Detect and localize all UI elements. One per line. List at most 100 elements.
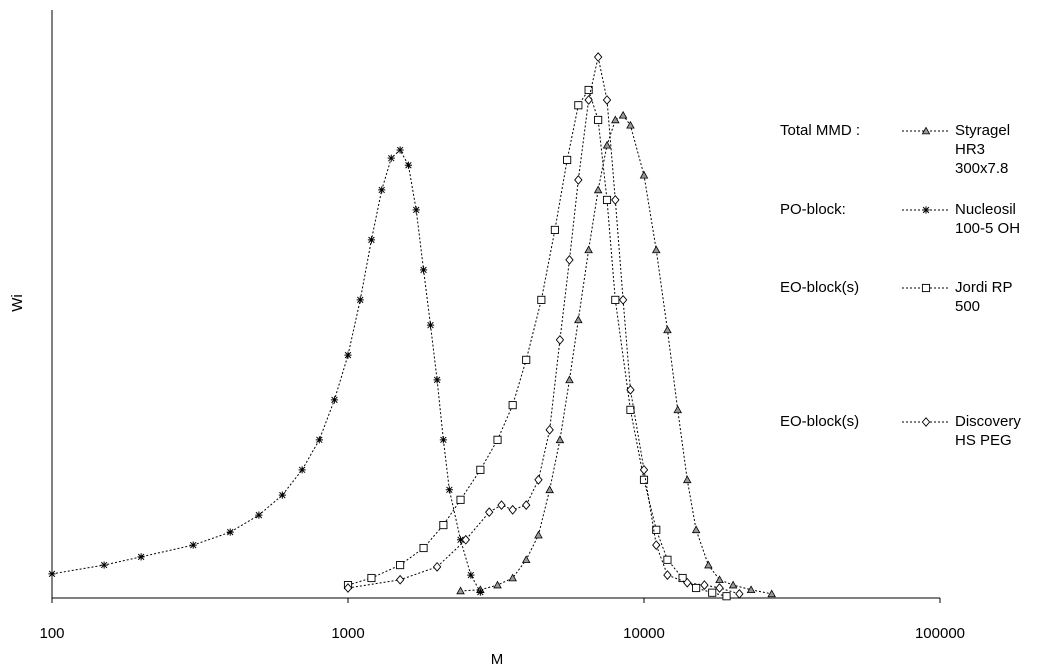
- marker: [433, 376, 441, 384]
- legend-group: PO-block:: [780, 201, 846, 218]
- marker: [521, 555, 531, 564]
- marker: [315, 436, 323, 444]
- marker: [100, 561, 108, 569]
- marker: [692, 583, 701, 593]
- marker: [715, 575, 724, 584]
- marker: [545, 424, 554, 435]
- marker: [298, 466, 306, 474]
- marker: [137, 553, 145, 561]
- legend-group: EO-block(s): [780, 279, 860, 296]
- marker: [678, 573, 687, 583]
- marker: [467, 571, 475, 579]
- marker: [683, 577, 692, 588]
- marker: [673, 405, 683, 414]
- marker: [715, 583, 724, 593]
- marker: [419, 543, 428, 553]
- marker: [396, 146, 404, 154]
- marker: [343, 583, 353, 593]
- marker: [652, 540, 661, 550]
- marker: [639, 475, 649, 484]
- series-line: [51, 149, 481, 593]
- marker: [746, 585, 756, 594]
- marker: [432, 561, 442, 572]
- marker: [639, 170, 649, 179]
- legend-group: Total MMD :: [780, 122, 861, 139]
- marker: [767, 589, 776, 598]
- marker: [563, 155, 572, 164]
- marker: [639, 464, 649, 475]
- marker: [356, 296, 364, 304]
- marker: [584, 85, 593, 95]
- x-tick-label: 1000: [331, 625, 364, 642]
- marker: [367, 573, 376, 583]
- marker: [534, 474, 543, 485]
- marker: [574, 175, 583, 185]
- marker: [691, 525, 701, 534]
- marker: [508, 401, 517, 410]
- marker: [344, 351, 352, 359]
- marker: [426, 321, 435, 329]
- marker: [602, 95, 612, 105]
- marker: [611, 295, 620, 304]
- marker: [728, 580, 738, 589]
- marker: [663, 555, 672, 564]
- marker: [593, 185, 603, 194]
- marker: [565, 375, 574, 384]
- marker: [522, 355, 531, 364]
- marker: [735, 588, 744, 599]
- x-tick-label: 100000: [915, 625, 965, 642]
- series-line: [460, 114, 772, 595]
- legend-marker: [921, 126, 931, 135]
- series-line: [347, 56, 740, 595]
- marker: [574, 315, 583, 324]
- marker: [412, 206, 420, 214]
- legend-name: Nucleosil 100-5 OH: [955, 201, 1021, 237]
- legend-group: EO-block(s): [780, 413, 860, 430]
- marker: [626, 405, 635, 414]
- marker: [255, 511, 263, 519]
- marker: [555, 435, 565, 444]
- marker: [708, 588, 717, 597]
- legend-name: Jordi RP 500: [955, 279, 1013, 315]
- marker: [682, 475, 692, 484]
- y-axis-label: Wi: [9, 294, 26, 312]
- marker: [439, 521, 448, 530]
- marker: [189, 541, 197, 549]
- legend-name: Styragel HR3 300x7.8: [955, 122, 1011, 177]
- marker: [550, 225, 559, 234]
- marker: [663, 570, 672, 580]
- marker: [602, 140, 612, 149]
- series-line: [347, 88, 727, 597]
- marker: [439, 436, 447, 444]
- marker: [602, 195, 612, 204]
- marker: [387, 154, 395, 162]
- marker: [367, 236, 376, 244]
- marker: [396, 561, 405, 570]
- marker: [584, 245, 593, 254]
- marker: [508, 504, 517, 515]
- marker: [626, 120, 635, 129]
- marker: [704, 560, 713, 569]
- marker: [476, 465, 485, 474]
- marker: [445, 486, 453, 494]
- marker: [700, 580, 709, 590]
- marker: [722, 592, 731, 601]
- legend-marker: [922, 206, 930, 214]
- marker: [226, 528, 234, 536]
- legend-marker: [921, 417, 931, 427]
- x-tick-label: 10000: [623, 625, 665, 642]
- marker: [419, 266, 428, 274]
- marker: [378, 186, 386, 194]
- marker: [493, 580, 502, 589]
- marker: [456, 495, 465, 504]
- x-axis-label: M: [491, 651, 504, 667]
- marker: [461, 534, 470, 545]
- legend-marker: [921, 283, 931, 293]
- marker: [611, 195, 620, 205]
- marker: [651, 245, 661, 254]
- marker: [522, 500, 531, 510]
- marker: [618, 294, 628, 305]
- legend-name: Discovery HS PEG: [955, 413, 1021, 449]
